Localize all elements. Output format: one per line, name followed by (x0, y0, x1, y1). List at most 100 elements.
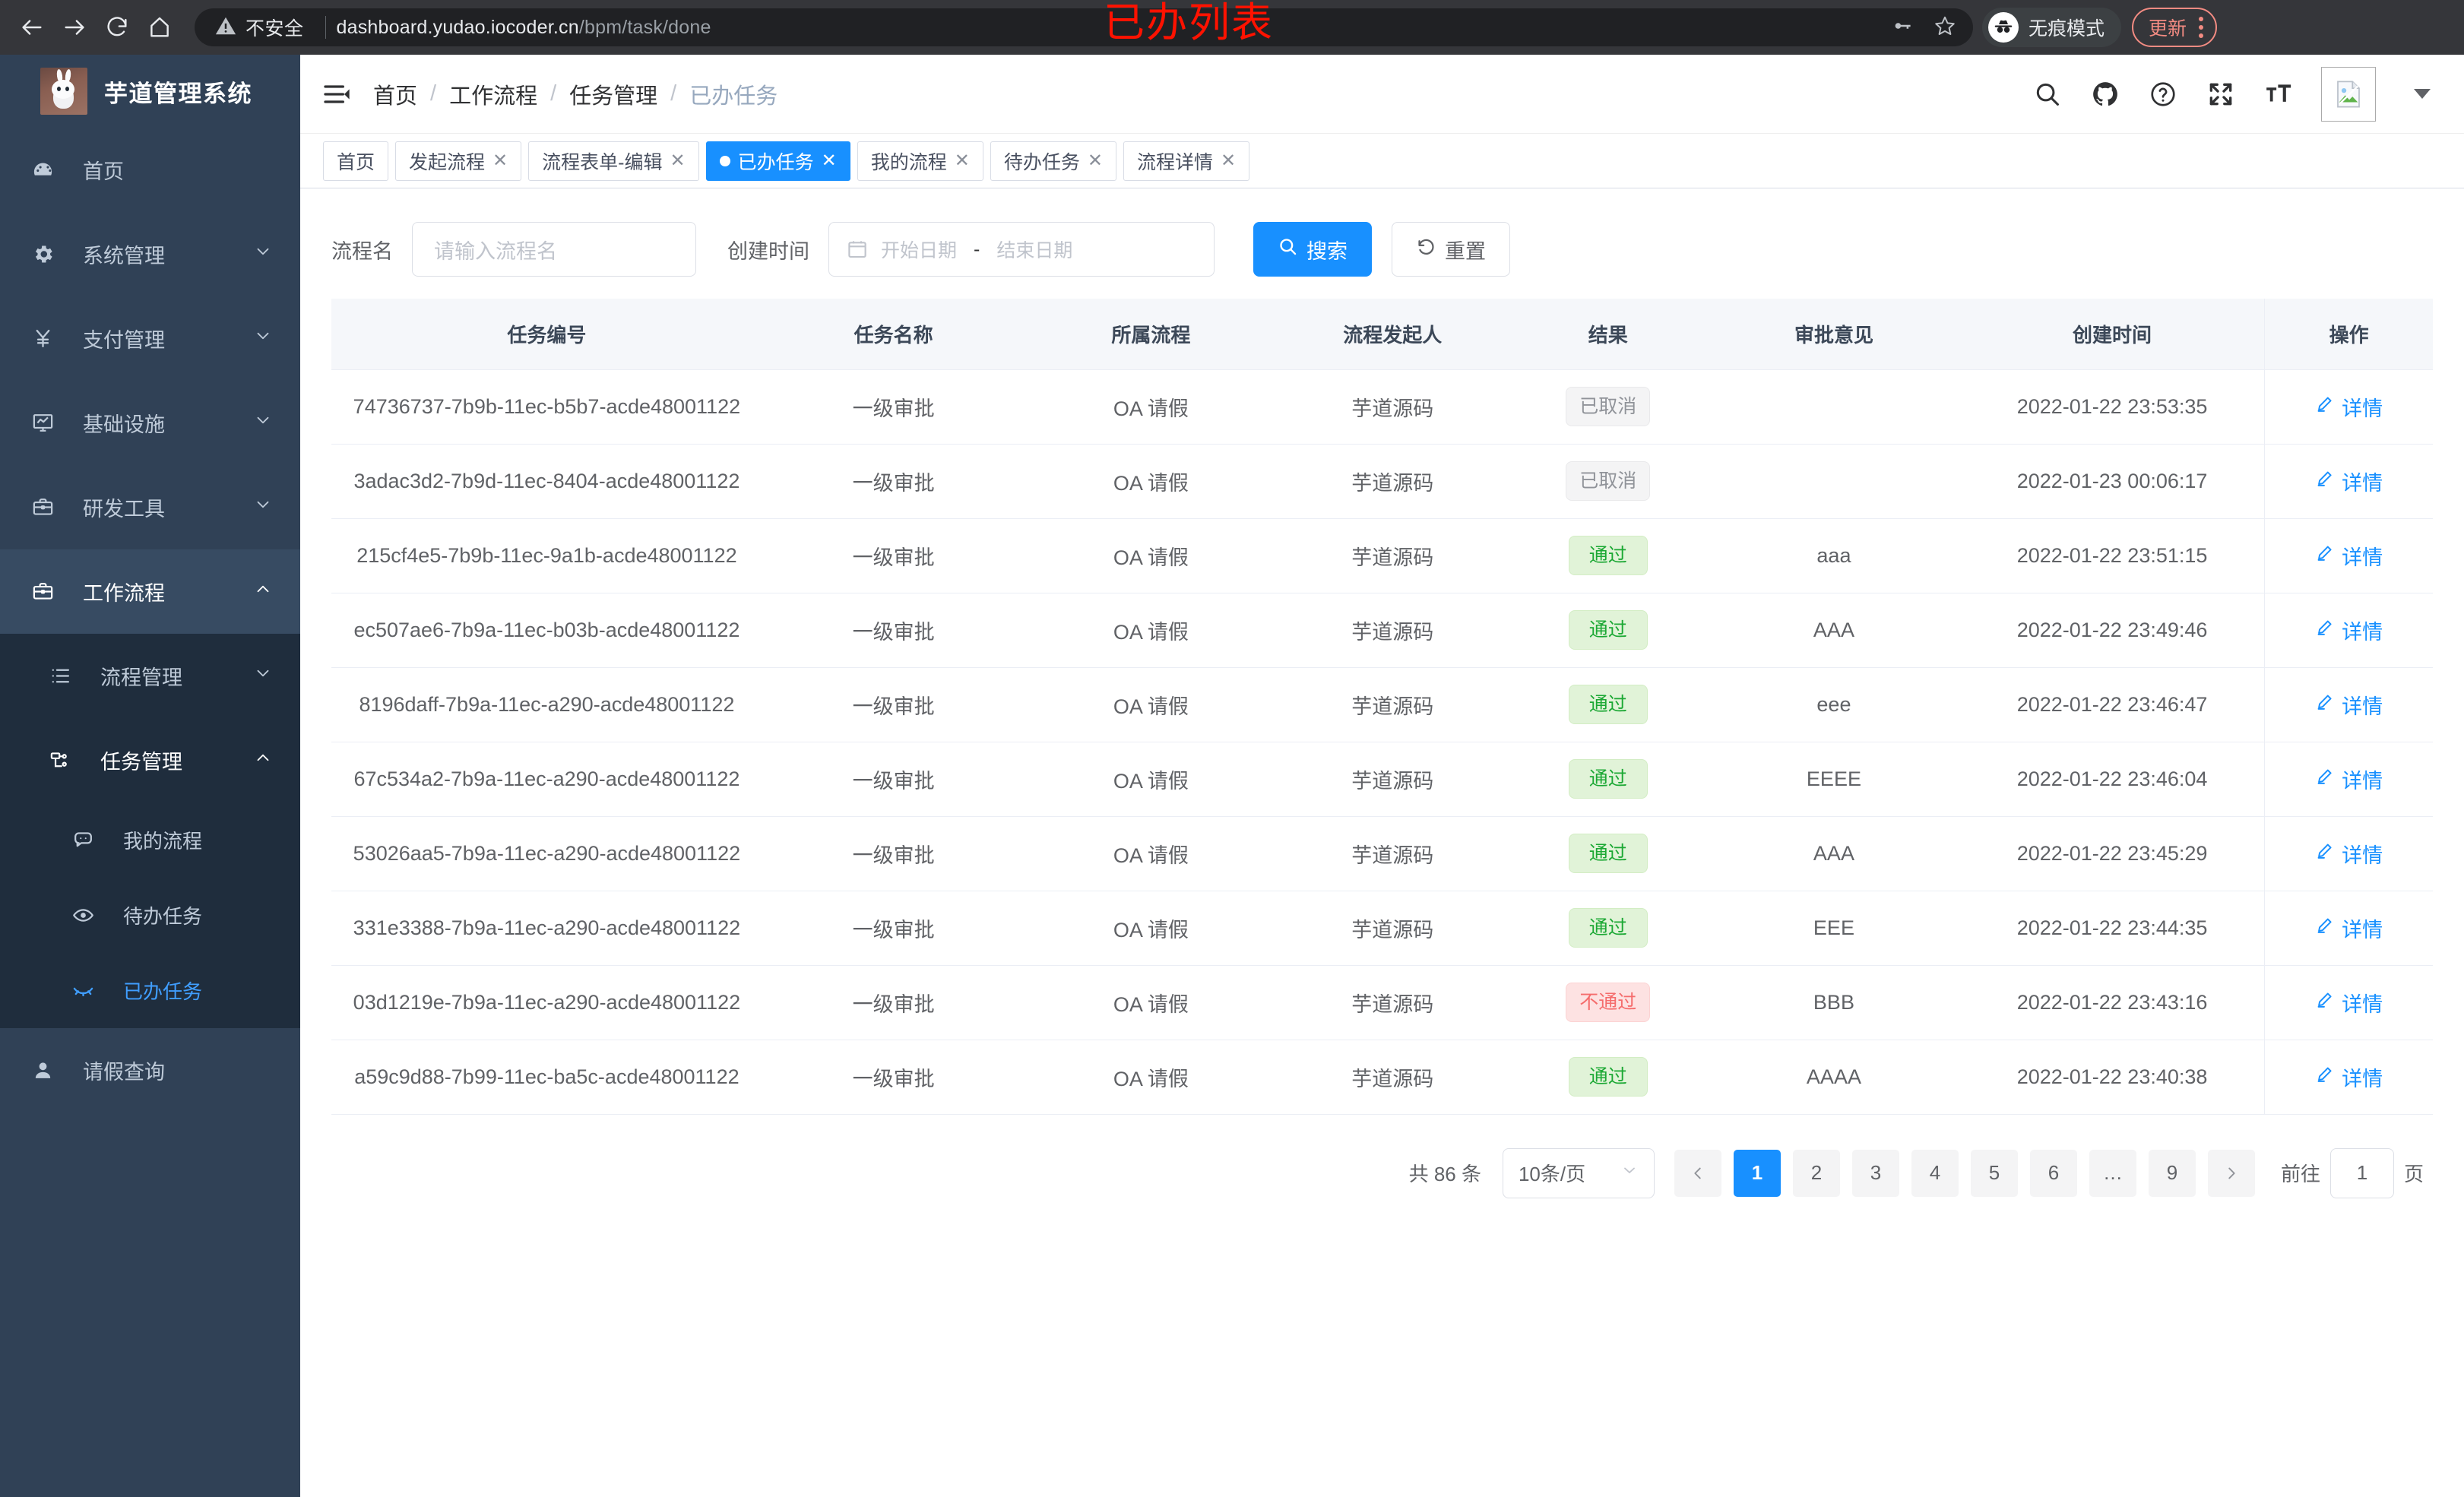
tab-start-process[interactable]: 发起流程 ✕ (395, 141, 522, 181)
detail-button[interactable]: 详情 (2315, 616, 2383, 645)
page-button-6[interactable]: 6 (2029, 1149, 2077, 1197)
tab-process-form-edit[interactable]: 流程表单-编辑 ✕ (528, 141, 699, 181)
tab-process-detail[interactable]: 流程详情 ✕ (1123, 141, 1250, 181)
table-row[interactable]: 67c534a2-7b9a-11ec-a290-acde48001122 一级审批… (331, 742, 2433, 817)
table-row[interactable]: 8196daff-7b9a-11ec-a290-acde48001122 一级审批… (331, 667, 2433, 742)
close-icon[interactable]: ✕ (821, 150, 837, 171)
sidebar-item-task-management[interactable]: 任务管理 (0, 718, 300, 802)
page-ellipsis-button[interactable]: … (2089, 1149, 2136, 1197)
table-row[interactable]: 331e3388-7b9a-11ec-a290-acde48001122 一级审批… (331, 891, 2433, 966)
sidebar-item-system[interactable]: 系统管理 (0, 212, 300, 296)
column-header-task-name[interactable]: 任务名称 (762, 299, 1025, 370)
update-button[interactable]: 更新 (2132, 8, 2218, 47)
search-icon[interactable] (2032, 79, 2063, 109)
table-row[interactable]: a59c9d88-7b99-11ec-ba5c-acde48001122 一级审批… (331, 1040, 2433, 1115)
jumper-input[interactable]: 1 (2329, 1147, 2394, 1198)
sidebar-item-home[interactable]: 首页 (0, 128, 300, 212)
total-count: 共 86 条 (1408, 1163, 1481, 1185)
github-icon[interactable] (2090, 79, 2120, 109)
date-range-picker[interactable]: 开始日期 - 结束日期 (828, 222, 1215, 277)
table-row[interactable]: 3adac3d2-7b9d-11ec-8404-acde48001122 一级审批… (331, 444, 2433, 519)
page-button-9[interactable]: 9 (2148, 1149, 2196, 1197)
close-icon[interactable]: ✕ (492, 150, 508, 171)
search-button[interactable]: 搜索 (1253, 222, 1372, 277)
close-icon[interactable]: ✕ (1220, 150, 1237, 171)
page-button-2[interactable]: 2 (1792, 1149, 1840, 1197)
column-header-create-time[interactable]: 创建时间 (1959, 299, 2265, 370)
tab-home[interactable]: 首页 (323, 141, 389, 181)
breadcrumb-item-1[interactable]: 工作流程 (449, 84, 538, 109)
sidebar-item-devtools[interactable]: 研发工具 (0, 465, 300, 549)
close-icon[interactable]: ✕ (954, 150, 970, 171)
star-icon[interactable] (1934, 14, 1956, 41)
back-button[interactable] (11, 6, 53, 49)
column-header-starter[interactable]: 流程发起人 (1277, 299, 1509, 370)
prev-page-button[interactable] (1674, 1149, 1721, 1197)
breadcrumb-item-2[interactable]: 任务管理 (569, 84, 658, 109)
detail-button[interactable]: 详情 (2315, 988, 2383, 1018)
column-header-opinion[interactable]: 审批意见 (1708, 299, 1960, 370)
avatar[interactable] (2321, 66, 2376, 122)
hamburger-icon[interactable] (320, 78, 353, 111)
sidebar-item-workflow[interactable]: 工作流程 (0, 549, 300, 634)
question-circle-icon[interactable] (2148, 79, 2178, 109)
detail-button[interactable]: 详情 (2315, 913, 2383, 943)
close-icon[interactable]: ✕ (670, 150, 686, 171)
detail-button[interactable]: 详情 (2315, 392, 2383, 422)
key-icon[interactable] (1891, 14, 1914, 41)
column-header-flow[interactable]: 所属流程 (1025, 299, 1278, 370)
brand-title: 芋道管理系统 (104, 80, 252, 107)
sidebar-item-todo-task[interactable]: 待办任务 (0, 878, 300, 953)
breadcrumb-item-0[interactable]: 首页 (373, 84, 418, 109)
cell-task-name: 一级审批 (762, 816, 1025, 891)
reset-button[interactable]: 重置 (1392, 222, 1510, 277)
next-page-button[interactable] (2207, 1149, 2255, 1197)
detail-button[interactable]: 详情 (2315, 467, 2383, 496)
font-size-icon[interactable] (2263, 79, 2294, 109)
page-size-select[interactable]: 10条/页 (1502, 1147, 1655, 1198)
caret-down-icon[interactable] (2414, 89, 2431, 99)
cell-create-time: 2022-01-22 23:43:16 (1959, 965, 2265, 1040)
tab-todo-task[interactable]: 待办任务 ✕ (990, 141, 1116, 181)
page-button-3[interactable]: 3 (1851, 1149, 1899, 1197)
tab-done-task[interactable]: 已办任务 ✕ (705, 141, 850, 181)
table-row[interactable]: 215cf4e5-7b9b-11ec-9a1b-acde48001122 一级审批… (331, 518, 2433, 593)
column-header-task-id[interactable]: 任务编号 (331, 299, 762, 370)
cell-task-id: 03d1219e-7b9a-11ec-a290-acde48001122 (331, 965, 762, 1040)
security-warning[interactable]: 不安全 (207, 14, 315, 41)
sidebar-item-leave-query[interactable]: 请假查询 (0, 1028, 300, 1112)
cell-operation: 详情 (2264, 965, 2433, 1040)
tab-my-process[interactable]: 我的流程 ✕ (857, 141, 983, 181)
detail-button[interactable]: 详情 (2315, 764, 2383, 794)
detail-button[interactable]: 详情 (2315, 690, 2383, 720)
sidebar-item-infrastructure[interactable]: 基础设施 (0, 381, 300, 465)
search-input[interactable]: 请输入流程名 (412, 222, 696, 277)
column-header-result[interactable]: 结果 (1508, 299, 1709, 370)
kebab-menu-icon[interactable] (2199, 17, 2204, 38)
home-button[interactable] (138, 6, 181, 49)
table-row[interactable]: ec507ae6-7b9a-11ec-b03b-acde48001122 一级审批… (331, 593, 2433, 668)
incognito-indicator[interactable]: 无痕模式 (1982, 8, 2122, 47)
address-bar[interactable]: 不安全 dashboard.yudao.iocoder.cn/bpm/task/… (195, 8, 1973, 46)
sidebar-item-payment[interactable]: 支付管理 (0, 296, 300, 381)
table-row[interactable]: 53026aa5-7b9a-11ec-a290-acde48001122 一级审批… (331, 816, 2433, 891)
page-button-5[interactable]: 5 (1970, 1149, 2018, 1197)
detail-button[interactable]: 详情 (2315, 839, 2383, 869)
close-icon[interactable]: ✕ (1087, 150, 1103, 171)
fullscreen-icon[interactable] (2206, 79, 2236, 109)
table-row[interactable]: 03d1219e-7b9a-11ec-a290-acde48001122 一级审批… (331, 965, 2433, 1040)
detail-button[interactable]: 详情 (2315, 1062, 2383, 1092)
jumper-suffix: 页 (2403, 1163, 2424, 1185)
page-button-1[interactable]: 1 (1733, 1149, 1781, 1197)
sidebar-item-my-process[interactable]: 我的流程 (0, 802, 300, 878)
detail-button[interactable]: 详情 (2315, 541, 2383, 571)
page-button-4[interactable]: 4 (1911, 1149, 1959, 1197)
forward-button[interactable] (53, 6, 96, 49)
brand[interactable]: 芋道管理系统 (0, 55, 300, 128)
table-row[interactable]: 74736737-7b9b-11ec-b5b7-acde48001122 一级审批… (331, 369, 2433, 445)
table-body: 74736737-7b9b-11ec-b5b7-acde48001122 一级审批… (331, 369, 2433, 1115)
cell-operation: 详情 (2264, 369, 2433, 445)
sidebar-item-flow-management[interactable]: 流程管理 (0, 634, 300, 718)
reload-button[interactable] (96, 6, 138, 49)
sidebar-item-done-task[interactable]: 已办任务 (0, 953, 300, 1028)
